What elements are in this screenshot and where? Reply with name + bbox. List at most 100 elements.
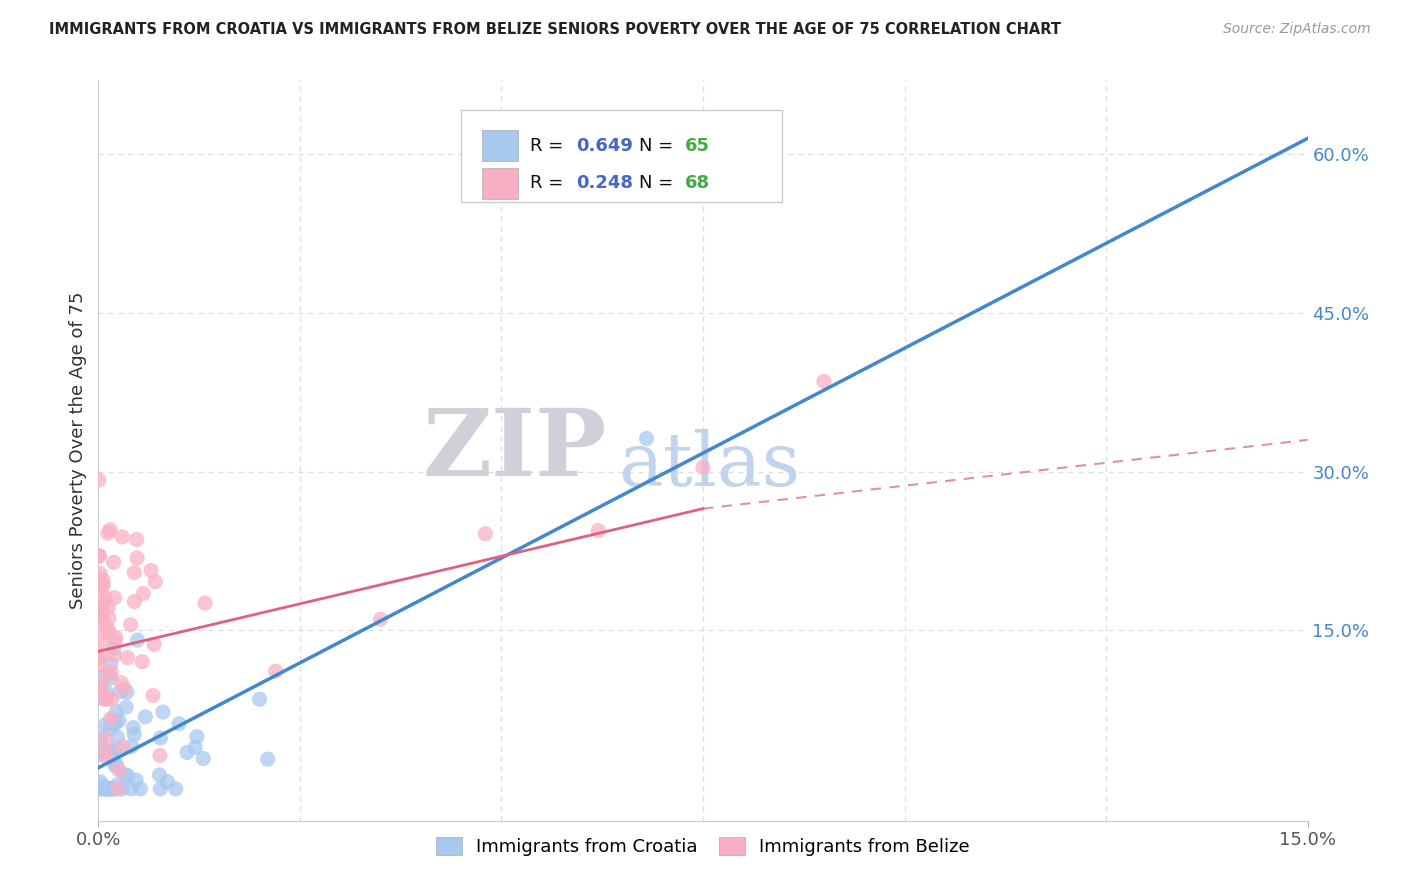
Point bbox=[103, 555, 125, 569]
Point bbox=[122, 727, 145, 741]
Point bbox=[91, 636, 114, 650]
Point bbox=[125, 533, 148, 547]
Point bbox=[122, 721, 145, 735]
Point bbox=[101, 781, 124, 796]
Point bbox=[89, 549, 111, 563]
Point bbox=[93, 589, 115, 603]
Text: atlas: atlas bbox=[619, 429, 800, 502]
Point bbox=[100, 712, 122, 726]
Point bbox=[125, 550, 148, 565]
Point bbox=[134, 710, 156, 724]
Point bbox=[103, 641, 125, 656]
Point bbox=[91, 607, 114, 622]
Point bbox=[121, 739, 143, 754]
Point bbox=[97, 611, 120, 625]
Point bbox=[249, 692, 271, 706]
Point bbox=[89, 572, 111, 586]
Point bbox=[117, 650, 139, 665]
Point bbox=[143, 574, 166, 589]
Point bbox=[132, 586, 155, 600]
Point bbox=[91, 573, 114, 587]
Text: R =: R = bbox=[530, 137, 569, 155]
Point bbox=[124, 594, 146, 608]
Point bbox=[90, 731, 112, 746]
Point bbox=[96, 750, 118, 764]
Point bbox=[100, 665, 122, 680]
Point bbox=[176, 746, 198, 760]
Point bbox=[112, 681, 135, 696]
Point bbox=[104, 717, 127, 731]
Point bbox=[97, 744, 120, 758]
Point bbox=[101, 781, 124, 796]
Y-axis label: Seniors Poverty Over the Age of 75: Seniors Poverty Over the Age of 75 bbox=[69, 292, 87, 609]
Point bbox=[104, 759, 127, 773]
Point bbox=[91, 670, 114, 684]
Text: ZIP: ZIP bbox=[422, 406, 606, 495]
Text: N =: N = bbox=[638, 137, 679, 155]
Point bbox=[143, 638, 166, 652]
Legend: Immigrants from Croatia, Immigrants from Belize: Immigrants from Croatia, Immigrants from… bbox=[429, 830, 977, 863]
Point bbox=[104, 714, 127, 729]
Text: IMMIGRANTS FROM CROATIA VS IMMIGRANTS FROM BELIZE SENIORS POVERTY OVER THE AGE O: IMMIGRANTS FROM CROATIA VS IMMIGRANTS FR… bbox=[49, 22, 1062, 37]
Point bbox=[104, 591, 127, 605]
Point bbox=[125, 772, 148, 787]
Point bbox=[104, 631, 127, 645]
Point bbox=[120, 781, 142, 796]
Point bbox=[256, 752, 278, 766]
Point bbox=[186, 730, 208, 744]
Point bbox=[97, 666, 120, 681]
Point bbox=[93, 781, 115, 796]
Point bbox=[184, 740, 207, 755]
Point bbox=[87, 651, 110, 665]
Point bbox=[94, 731, 117, 746]
Point bbox=[93, 692, 115, 706]
Point bbox=[110, 675, 132, 690]
Point bbox=[96, 781, 118, 796]
Point bbox=[194, 596, 217, 610]
Point bbox=[98, 781, 121, 796]
Point bbox=[93, 578, 115, 592]
FancyBboxPatch shape bbox=[482, 168, 517, 199]
Point bbox=[87, 610, 110, 624]
Point bbox=[94, 625, 117, 640]
Point bbox=[105, 705, 128, 719]
Point bbox=[90, 678, 112, 692]
Point bbox=[98, 523, 121, 537]
Point bbox=[264, 664, 287, 678]
Point bbox=[94, 744, 117, 758]
Point bbox=[111, 530, 134, 544]
Point bbox=[100, 657, 122, 671]
Point bbox=[110, 684, 132, 698]
Point bbox=[105, 757, 128, 772]
Point bbox=[100, 692, 122, 706]
Point bbox=[89, 781, 111, 796]
Point bbox=[98, 781, 121, 796]
Point bbox=[87, 549, 110, 563]
Point bbox=[124, 566, 146, 580]
Point bbox=[97, 600, 120, 615]
Point bbox=[107, 781, 129, 796]
Point bbox=[101, 713, 124, 727]
Point bbox=[90, 579, 112, 593]
Point bbox=[107, 731, 129, 745]
Point bbox=[193, 751, 215, 765]
Point bbox=[115, 700, 138, 714]
Text: 0.248: 0.248 bbox=[576, 175, 633, 193]
Point bbox=[104, 634, 127, 648]
Point bbox=[111, 739, 134, 754]
Point bbox=[108, 763, 131, 777]
Point bbox=[474, 526, 496, 541]
Point bbox=[117, 768, 139, 782]
Text: Source: ZipAtlas.com: Source: ZipAtlas.com bbox=[1223, 22, 1371, 37]
Point bbox=[127, 633, 149, 648]
Point bbox=[107, 778, 129, 792]
Point bbox=[103, 648, 125, 663]
Point bbox=[91, 600, 114, 615]
Point bbox=[156, 774, 179, 789]
FancyBboxPatch shape bbox=[461, 110, 782, 202]
Point bbox=[91, 615, 114, 629]
Point bbox=[149, 781, 172, 796]
Point bbox=[101, 750, 124, 764]
Point bbox=[90, 602, 112, 616]
Point bbox=[94, 593, 117, 607]
